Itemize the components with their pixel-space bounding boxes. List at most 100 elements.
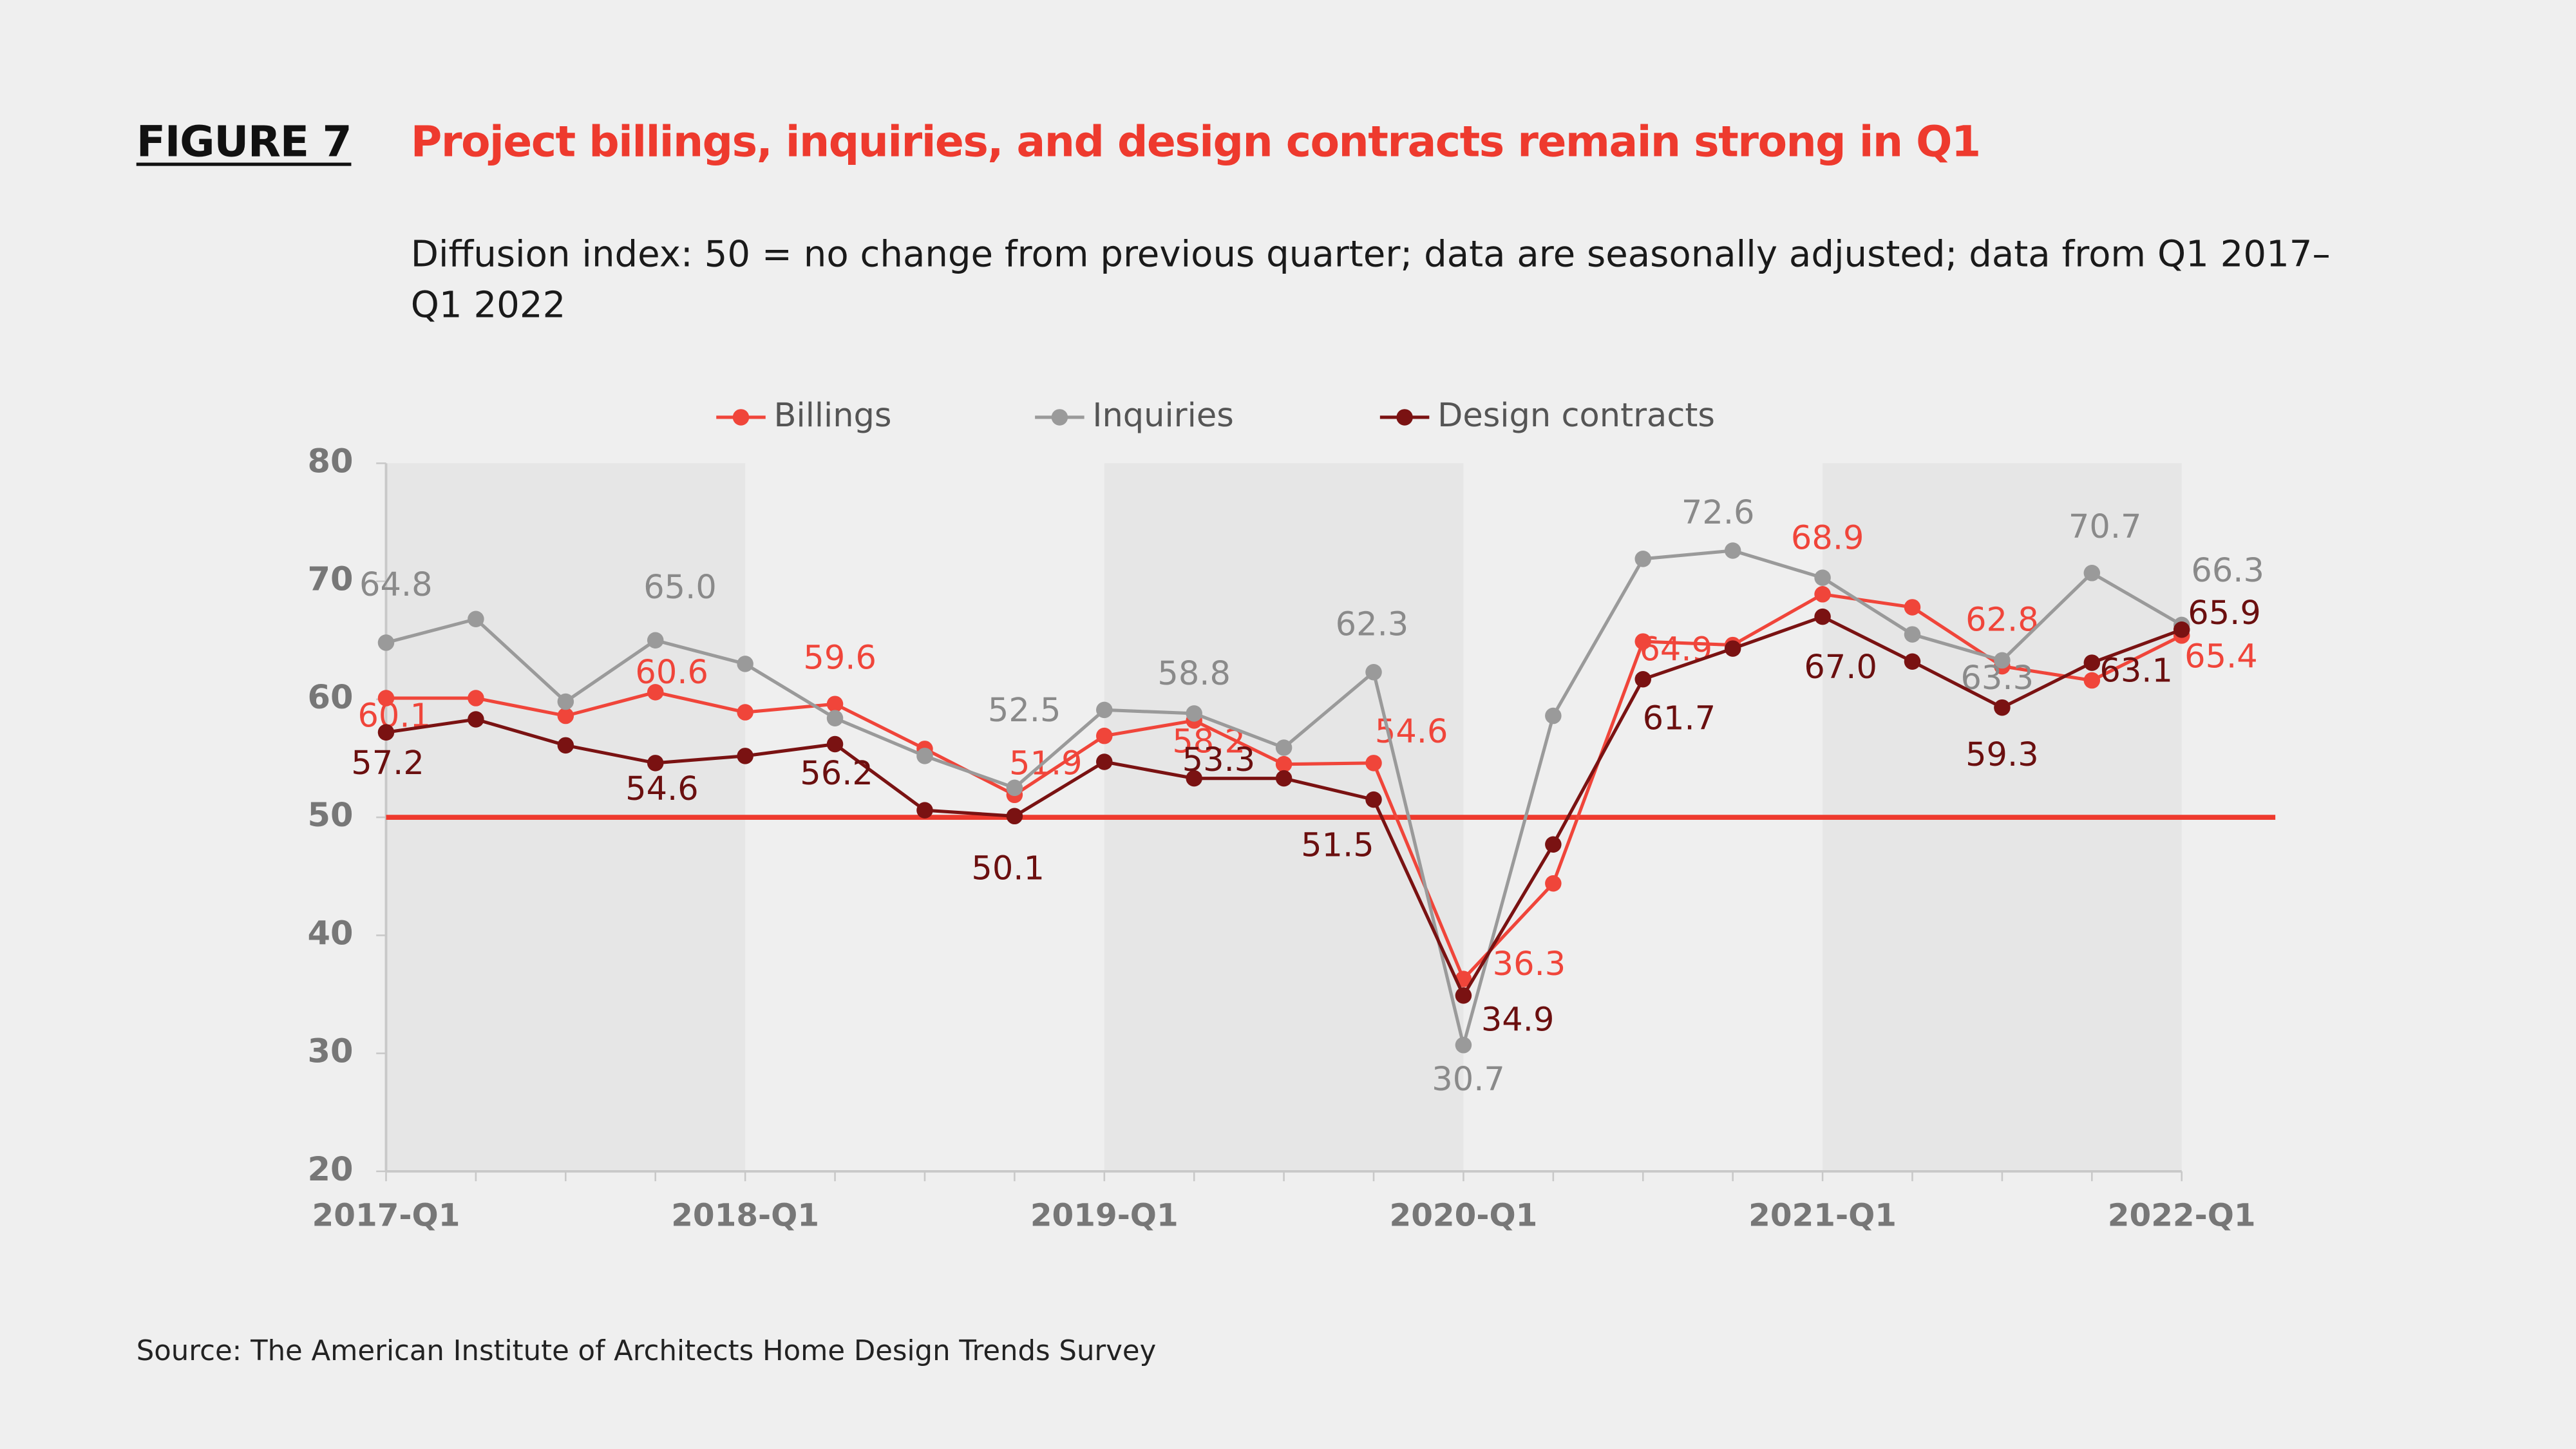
data-point: [2083, 654, 2101, 671]
y-tick-label: 40: [307, 914, 353, 952]
data-label: 34.9: [1481, 1001, 1555, 1039]
data-point: [557, 737, 574, 754]
data-point: [1455, 987, 1472, 1004]
data-label: 51.9: [1009, 744, 1083, 782]
data-point: [2083, 565, 2101, 582]
y-tick-label: 60: [307, 679, 353, 717]
data-point: [1904, 599, 1921, 616]
data-point: [1365, 755, 1382, 772]
legend-label: Billings: [774, 397, 892, 435]
source-note: Source: The American Institute of Archit…: [136, 1335, 1157, 1368]
data-label: 59.3: [1965, 736, 2039, 774]
data-point: [1814, 586, 1831, 603]
data-label: 61.7: [1643, 699, 1716, 737]
x-tick-label: 2018-Q1: [671, 1197, 819, 1233]
data-point: [1994, 652, 2011, 669]
y-tick-label: 20: [307, 1151, 353, 1189]
data-point: [826, 735, 844, 753]
data-point: [1096, 701, 1113, 719]
data-label: 30.7: [1432, 1061, 1505, 1099]
data-label: 53.3: [1182, 741, 1256, 779]
data-point: [1365, 791, 1382, 808]
data-point: [647, 632, 664, 649]
y-tick-label: 50: [307, 797, 353, 835]
legend-marker: [1051, 409, 1068, 426]
data-label: 62.3: [1336, 605, 1409, 643]
x-tick-label: 2020-Q1: [1389, 1197, 1537, 1233]
data-label: 72.6: [1681, 494, 1755, 532]
figure-label: FIGURE 7: [136, 118, 352, 168]
data-point: [557, 693, 574, 710]
data-label: 67.0: [1804, 649, 1877, 687]
data-point: [2173, 621, 2190, 638]
data-point: [1904, 626, 1921, 643]
data-point: [1634, 551, 1652, 567]
data-label: 51.5: [1301, 827, 1374, 865]
x-tick-label: 2022-Q1: [2108, 1197, 2256, 1233]
data-label: 65.9: [2188, 594, 2261, 632]
data-point: [1096, 727, 1113, 744]
data-label: 64.9: [1639, 630, 1712, 668]
data-point: [1186, 705, 1202, 722]
legend-label: Inquiries: [1092, 397, 1233, 435]
data-point: [1275, 755, 1293, 773]
data-point: [1724, 640, 1741, 657]
data-point: [1814, 569, 1831, 586]
x-tick-label: 2019-Q1: [1030, 1197, 1179, 1233]
data-point: [737, 656, 753, 672]
data-point: [468, 711, 484, 728]
data-point: [916, 802, 933, 819]
legend-marker: [732, 409, 750, 426]
y-tick-label: 70: [307, 561, 353, 599]
data-label: 64.8: [359, 566, 433, 604]
chart-subtitle: Diffusion index: 50 = no change from pre…: [410, 234, 2331, 327]
data-point: [737, 704, 753, 721]
data-point: [647, 755, 664, 772]
data-label: 66.3: [2191, 552, 2264, 590]
data-label: 65.0: [643, 569, 717, 607]
data-point: [1275, 770, 1293, 787]
data-label: 54.6: [625, 770, 699, 808]
data-point: [826, 696, 844, 712]
data-point: [1006, 808, 1023, 825]
data-point: [1724, 542, 1741, 559]
chart-title: Project billings, inquiries, and design …: [410, 118, 1981, 168]
data-point: [1365, 663, 1382, 681]
data-label: 36.3: [1493, 945, 1566, 983]
x-tick-label: 2017-Q1: [312, 1197, 460, 1233]
data-point: [1186, 770, 1202, 787]
data-point: [377, 690, 395, 706]
data-point: [1006, 779, 1023, 797]
data-point: [557, 707, 574, 724]
data-point: [1545, 707, 1562, 724]
legend-marker: [1396, 409, 1413, 426]
data-label: 57.2: [351, 744, 424, 782]
data-point: [377, 634, 395, 651]
data-point: [647, 684, 664, 701]
data-label: 52.5: [988, 692, 1061, 730]
data-point: [468, 611, 484, 628]
legend-label: Design contracts: [1437, 397, 1715, 435]
data-point: [1634, 633, 1652, 650]
data-label: 59.6: [803, 639, 876, 677]
data-point: [1096, 753, 1113, 770]
data-label: 58.8: [1157, 655, 1231, 693]
data-point: [1634, 670, 1652, 688]
data-point: [737, 748, 753, 764]
data-label: 62.8: [1965, 601, 2039, 639]
data-point: [468, 690, 484, 706]
y-tick-label: 30: [307, 1033, 353, 1071]
data-point: [826, 710, 844, 726]
data-point: [916, 748, 933, 764]
data-label: 68.9: [1791, 520, 1864, 558]
data-point: [1545, 875, 1562, 892]
data-label: 65.4: [2184, 638, 2258, 676]
data-point: [1814, 608, 1831, 625]
data-point: [377, 724, 395, 741]
data-label: 60.6: [635, 654, 708, 692]
x-tick-label: 2021-Q1: [1748, 1197, 1897, 1233]
data-point: [2083, 672, 2101, 689]
data-label: 56.2: [800, 755, 873, 793]
